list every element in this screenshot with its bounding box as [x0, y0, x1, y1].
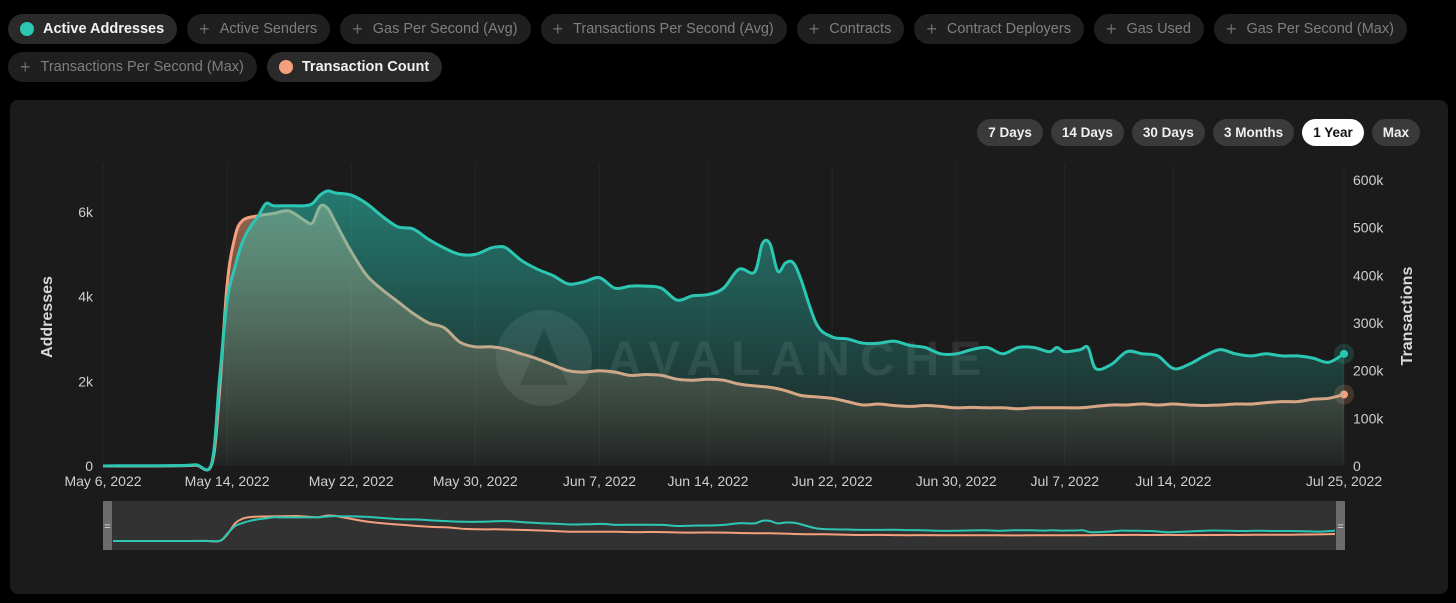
x-tick-label: May 14, 2022	[185, 473, 270, 489]
chip-label: Active Addresses	[43, 21, 165, 37]
chip-gas-per-second-max[interactable]: + Gas Per Second (Max)	[1213, 14, 1407, 44]
x-tick-label: Jul 14, 2022	[1135, 473, 1211, 489]
chip-gas-per-second-avg[interactable]: + Gas Per Second (Avg)	[340, 14, 531, 44]
plus-icon: +	[808, 18, 820, 39]
active-addresses-area	[103, 190, 1344, 470]
metric-chip-row-2: + Transactions Per Second (Max) Transacti…	[8, 52, 1453, 82]
chip-active-addresses[interactable]: Active Addresses	[8, 14, 178, 44]
time-range-selector: 7 Days 14 Days 30 Days 3 Months 1 Year M…	[977, 119, 1420, 146]
active-addresses-end-marker	[1340, 349, 1348, 358]
y-left-tick-label: 0	[85, 458, 93, 474]
plus-icon: +	[1225, 18, 1237, 39]
brush-left-handle[interactable]	[103, 501, 112, 550]
x-tick-label: Jul 25, 2022	[1306, 473, 1382, 489]
brush-right-handle[interactable]	[1336, 501, 1345, 550]
chip-label: Gas Per Second (Max)	[1246, 21, 1394, 37]
range-14-days[interactable]: 14 Days	[1050, 119, 1124, 146]
y-right-tick-label: 400k	[1353, 267, 1384, 283]
plus-icon: +	[1105, 18, 1117, 39]
range-30-days[interactable]: 30 Days	[1131, 119, 1205, 146]
chip-transaction-count[interactable]: Transaction Count	[266, 52, 443, 82]
y-axis-left-label: Addresses	[39, 276, 56, 358]
chip-gas-used[interactable]: + Gas Used	[1093, 14, 1204, 44]
x-tick-label: Jun 14, 2022	[668, 473, 749, 489]
plus-icon: +	[552, 18, 564, 39]
axes: Addresses Transactions	[39, 267, 1416, 366]
x-tick-label: May 30, 2022	[433, 473, 518, 489]
transaction-count-mini-line	[113, 514, 1336, 543]
range-7-days[interactable]: 7 Days	[977, 119, 1043, 146]
chip-label: Contracts	[829, 21, 892, 37]
y-right-tick-label: 100k	[1353, 410, 1384, 426]
active-addresses-color-dot	[20, 22, 34, 36]
plus-icon: +	[352, 18, 363, 39]
x-tick-label: May 22, 2022	[309, 473, 394, 489]
plus-icon: +	[20, 56, 31, 77]
y-left-tick-label: 6k	[78, 204, 94, 220]
brush-mini-series	[113, 514, 1336, 543]
handle-grip-icon: =	[1337, 521, 1343, 533]
chip-tps-avg[interactable]: + Transactions Per Second (Avg)	[540, 14, 787, 44]
x-tick-label: Jun 30, 2022	[916, 473, 997, 489]
chip-label: Transaction Count	[301, 59, 430, 75]
y-right-tick-label: 200k	[1353, 363, 1384, 379]
chip-contract-deployers[interactable]: + Contract Deployers	[914, 14, 1084, 44]
y-right-tick-label: 500k	[1353, 220, 1384, 236]
chip-label: Transactions Per Second (Avg)	[573, 21, 774, 37]
chip-tps-max[interactable]: + Transactions Per Second (Max)	[8, 52, 257, 82]
y-right-tick-label: 0	[1353, 458, 1361, 474]
active-addresses-line	[102, 189, 1345, 472]
handle-grip-icon: =	[104, 521, 110, 533]
plus-icon: +	[926, 18, 937, 39]
chip-label: Contract Deployers	[946, 21, 1071, 37]
chart-panel: May 6, 2022 May 14, 2022 May 22, 2022 May 3…	[10, 100, 1448, 594]
plus-icon: +	[199, 18, 210, 39]
y-right-tick-label: 600k	[1353, 172, 1384, 188]
chip-label: Gas Used	[1126, 21, 1191, 37]
chip-label: Gas Per Second (Avg)	[372, 21, 518, 37]
chip-label: Active Senders	[219, 21, 318, 37]
y-right-tick-label: 300k	[1353, 315, 1384, 331]
metric-chip-bar: Active Addresses + Active Senders + Gas Pe…	[8, 14, 1453, 90]
chip-active-senders[interactable]: + Active Senders	[187, 14, 331, 44]
series-layer	[102, 189, 1354, 472]
y-left-tick-label: 4k	[78, 289, 94, 305]
y-left-tick-label: 2k	[78, 373, 94, 389]
x-tick-label: Jun 7, 2022	[563, 473, 636, 489]
active-addresses-mini-line	[113, 515, 1336, 543]
transaction-count-color-dot	[278, 60, 293, 74]
chart-svg: May 6, 2022 May 14, 2022 May 22, 2022 May 3…	[39, 164, 1416, 550]
x-tick-label: Jun 22, 2022	[792, 473, 873, 489]
metric-chip-row-1: Active Addresses + Active Senders + Gas Pe…	[8, 14, 1453, 44]
y-axis-right-label: Transactions	[1399, 267, 1416, 366]
range-3-months[interactable]: 3 Months	[1212, 119, 1295, 146]
range-1-year[interactable]: 1 Year	[1302, 119, 1364, 146]
range-brush[interactable]: = =	[103, 501, 1345, 550]
x-tick-label: Jul 7, 2022	[1031, 473, 1100, 489]
range-max[interactable]: Max	[1371, 119, 1420, 146]
chip-label: Transactions Per Second (Max)	[40, 59, 244, 75]
chip-contracts[interactable]: + Contracts	[796, 14, 905, 44]
x-tick-label: May 6, 2022	[64, 473, 141, 489]
